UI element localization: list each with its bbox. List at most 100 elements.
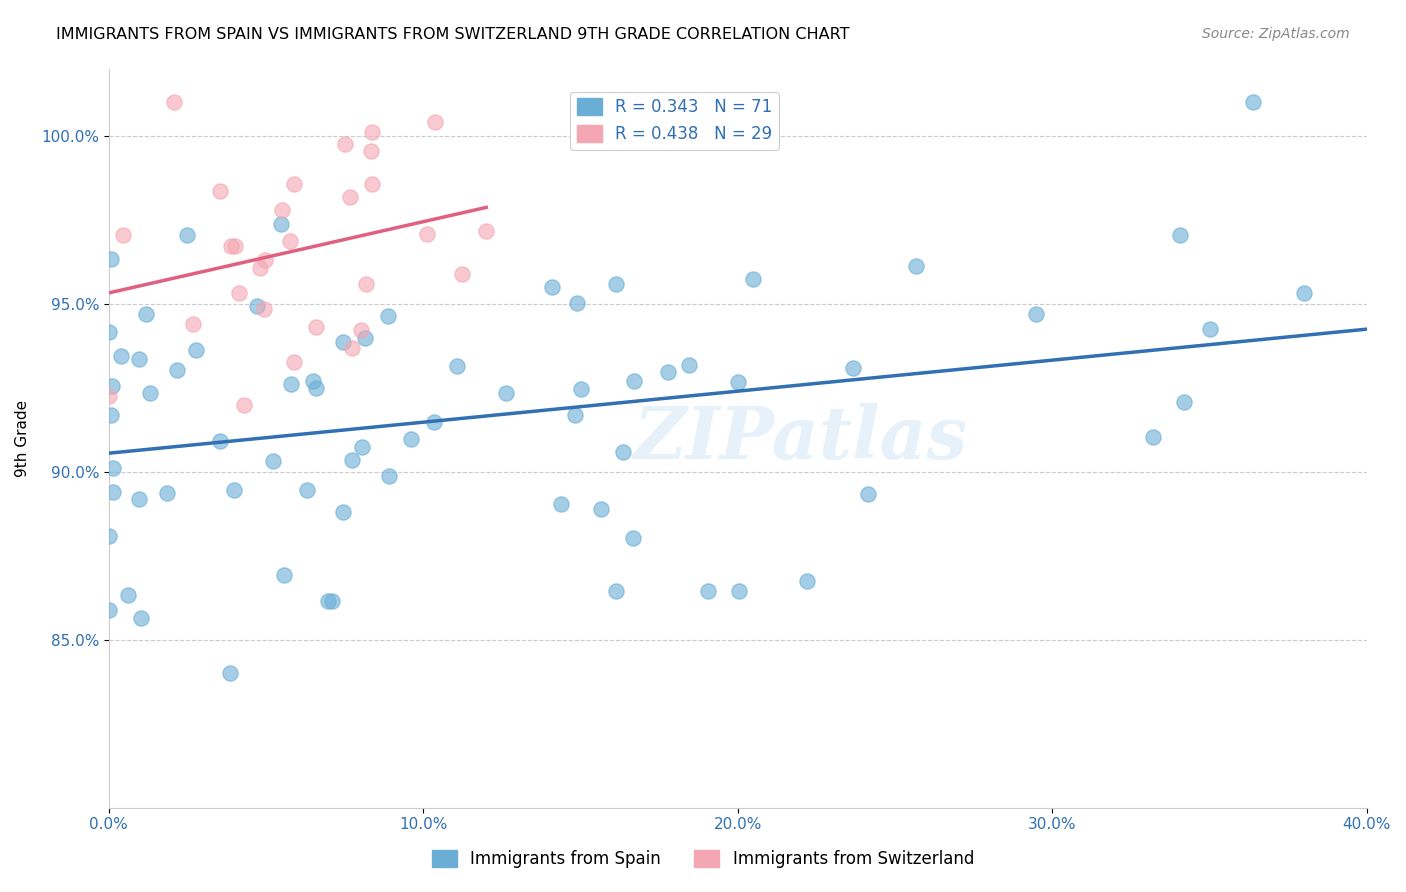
Immigrants from Spain [796, 574, 818, 588]
Immigrants from Spain [166, 363, 188, 377]
Immigrants from Spain [657, 365, 679, 379]
Immigrants from Switzerland [333, 136, 356, 151]
Immigrants from Spain [295, 483, 318, 497]
Immigrants from Spain [1241, 95, 1264, 109]
Immigrants from Spain [340, 452, 363, 467]
Immigrants from Spain [399, 432, 422, 446]
Immigrants from Spain [678, 359, 700, 373]
Immigrants from Switzerland [224, 239, 246, 253]
Immigrants from Spain [224, 483, 246, 497]
Immigrants from Switzerland [425, 115, 447, 129]
Immigrants from Spain [219, 666, 242, 681]
Immigrants from Spain [100, 252, 122, 266]
Immigrants from Switzerland [228, 286, 250, 301]
Immigrants from Spain [905, 259, 928, 273]
Immigrants from Spain [571, 382, 593, 396]
Immigrants from Switzerland [208, 184, 231, 198]
Immigrants from Spain [354, 331, 377, 345]
Immigrants from Spain [139, 386, 162, 401]
Text: IMMIGRANTS FROM SPAIN VS IMMIGRANTS FROM SWITZERLAND 9TH GRADE CORRELATION CHART: IMMIGRANTS FROM SPAIN VS IMMIGRANTS FROM… [56, 27, 849, 42]
Immigrants from Spain [550, 497, 572, 511]
Immigrants from Spain [186, 343, 208, 357]
Text: Source: ZipAtlas.com: Source: ZipAtlas.com [1202, 27, 1350, 41]
Immigrants from Switzerland [475, 224, 498, 238]
Immigrants from Switzerland [305, 320, 328, 334]
Text: ZIPatlas: ZIPatlas [634, 402, 967, 474]
Immigrants from Switzerland [361, 177, 384, 191]
Immigrants from Switzerland [233, 397, 256, 411]
Immigrants from Switzerland [253, 252, 276, 267]
Immigrants from Switzerland [249, 261, 271, 276]
Immigrants from Spain [1199, 322, 1222, 336]
Immigrants from Spain [1170, 227, 1192, 242]
Immigrants from Spain [321, 593, 343, 607]
Immigrants from Switzerland [163, 95, 186, 109]
Immigrants from Spain [858, 487, 880, 501]
Legend: R = 0.343   N = 71, R = 0.438   N = 29: R = 0.343 N = 71, R = 0.438 N = 29 [571, 92, 779, 150]
Immigrants from Spain [110, 349, 132, 363]
Immigrants from Switzerland [339, 190, 361, 204]
Immigrants from Spain [316, 594, 339, 608]
Immigrants from Switzerland [278, 235, 301, 249]
Immigrants from Spain [100, 409, 122, 423]
Immigrants from Spain [101, 379, 124, 393]
Immigrants from Spain [128, 351, 150, 366]
Immigrants from Spain [246, 299, 269, 313]
Immigrants from Switzerland [181, 317, 204, 331]
Immigrants from Spain [623, 374, 645, 388]
Immigrants from Spain [605, 277, 627, 292]
Immigrants from Spain [97, 529, 120, 543]
Immigrants from Spain [541, 279, 564, 293]
Immigrants from Spain [605, 583, 627, 598]
Immigrants from Switzerland [283, 355, 305, 369]
Immigrants from Spain [101, 461, 124, 475]
Immigrants from Spain [728, 584, 751, 599]
Immigrants from Spain [378, 468, 401, 483]
Immigrants from Spain [209, 434, 232, 448]
Immigrants from Spain [332, 335, 354, 350]
Immigrants from Spain [176, 227, 198, 242]
Immigrants from Spain [128, 492, 150, 507]
Immigrants from Spain [103, 485, 125, 500]
Immigrants from Spain [727, 376, 749, 390]
Immigrants from Switzerland [111, 228, 134, 243]
Immigrants from Spain [495, 386, 517, 401]
Immigrants from Spain [565, 296, 588, 310]
Immigrants from Switzerland [283, 177, 305, 191]
Immigrants from Spain [304, 381, 326, 395]
Y-axis label: 9th Grade: 9th Grade [15, 400, 30, 476]
Immigrants from Spain [612, 444, 634, 458]
Immigrants from Spain [117, 589, 139, 603]
Immigrants from Spain [564, 408, 586, 422]
Immigrants from Spain [273, 568, 295, 582]
Immigrants from Spain [589, 502, 612, 516]
Immigrants from Spain [621, 531, 644, 545]
Immigrants from Spain [270, 217, 292, 231]
Immigrants from Switzerland [360, 145, 382, 159]
Immigrants from Switzerland [97, 389, 120, 403]
Immigrants from Spain [301, 374, 323, 388]
Immigrants from Spain [423, 415, 446, 429]
Immigrants from Spain [155, 485, 177, 500]
Immigrants from Spain [1173, 394, 1195, 409]
Immigrants from Spain [135, 306, 157, 320]
Immigrants from Spain [742, 272, 765, 286]
Immigrants from Spain [842, 361, 865, 376]
Immigrants from Switzerland [360, 125, 382, 139]
Immigrants from Switzerland [451, 267, 474, 281]
Immigrants from Spain [697, 584, 720, 599]
Immigrants from Switzerland [354, 277, 377, 292]
Legend: Immigrants from Spain, Immigrants from Switzerland: Immigrants from Spain, Immigrants from S… [425, 843, 981, 875]
Immigrants from Spain [377, 309, 399, 323]
Immigrants from Spain [446, 359, 468, 373]
Immigrants from Spain [1142, 430, 1164, 444]
Immigrants from Switzerland [253, 301, 276, 316]
Immigrants from Spain [262, 454, 284, 468]
Immigrants from Spain [97, 326, 120, 340]
Immigrants from Switzerland [416, 227, 439, 241]
Immigrants from Switzerland [349, 323, 371, 337]
Immigrants from Spain [1025, 308, 1047, 322]
Immigrants from Switzerland [342, 341, 364, 355]
Immigrants from Switzerland [271, 202, 294, 217]
Immigrants from Spain [1292, 285, 1315, 300]
